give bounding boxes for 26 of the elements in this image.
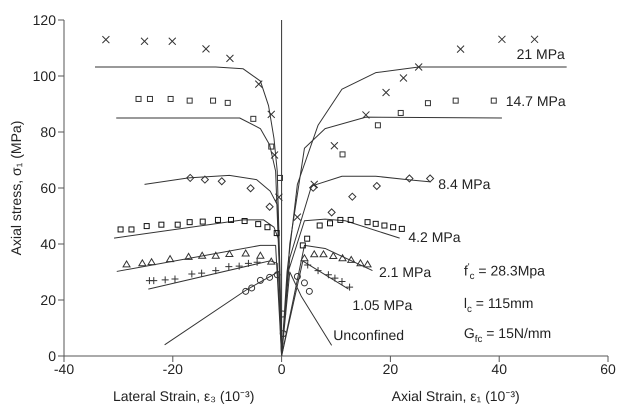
y-tick-label: 80: [40, 124, 56, 140]
annotation: 4.2 MPa: [408, 228, 460, 245]
x-tick-label: 60: [600, 360, 616, 377]
annotation: 1.05 MPa: [352, 296, 412, 313]
annotation: 21 MPa: [516, 46, 565, 62]
annotation: 2.1 MPa: [378, 264, 432, 280]
y-tick-label: 60: [40, 180, 56, 196]
y-tick-label: 20: [40, 292, 56, 308]
annotation: l$_{c}$ = 115mm: [464, 294, 534, 315]
annotation: f$^{'}$$_{c}$ = 28.3Mpa: [464, 262, 545, 283]
y-tick-label: 0: [48, 348, 56, 364]
annotation: G$_{fc}$ = 15N/mm: [464, 325, 552, 346]
x-tick-label: 20: [382, 360, 398, 377]
annotation: 8.4 MPa: [438, 176, 490, 192]
x-tick-label: -20: [162, 360, 184, 377]
y-tick-label: 120: [32, 12, 56, 28]
y-tick-label: 40: [40, 236, 56, 252]
text: Axial Strain, ε₁ (10⁻³): [392, 388, 520, 404]
x-tick-label: -40: [54, 360, 74, 377]
annotation: Unconfined: [333, 327, 404, 344]
x-tick-label: 0: [278, 360, 286, 377]
y-tick-label: 100: [32, 68, 56, 84]
x-axis-title: Lateral Strain, ε₃ (10⁻³): [112, 388, 254, 404]
annotation: 14.7 MPa: [506, 92, 566, 109]
x-tick-label: 40: [491, 360, 508, 377]
y-axis-title: Axial stress, σ₁ (MPa): [8, 120, 24, 256]
